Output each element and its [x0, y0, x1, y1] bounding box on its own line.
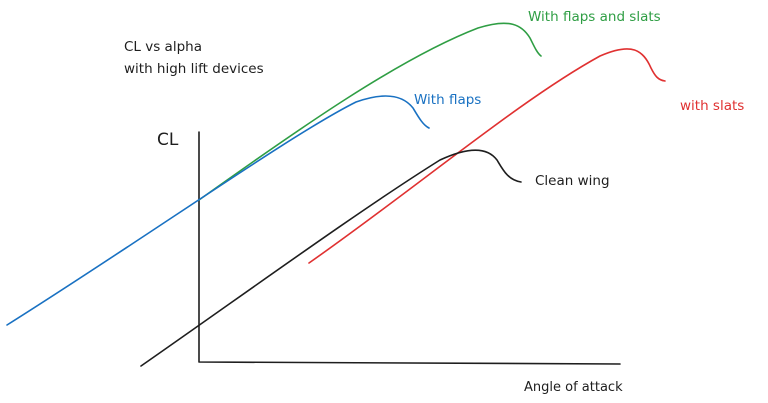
label-slats: with slats: [680, 98, 744, 114]
label-flaps: With flaps: [414, 92, 481, 108]
curve-flaps: [6, 95, 430, 326]
axes-lines: [198, 131, 621, 365]
label-clean: Clean wing: [535, 173, 610, 189]
title-line-2: with high lift devices: [124, 61, 264, 77]
x-axis-label: Angle of attack: [524, 380, 623, 395]
title-line-1: CL vs alpha: [124, 39, 202, 55]
curve-flaps-slats: [198, 22, 542, 201]
y-axis-label: CL: [157, 130, 179, 150]
curve-clean: [140, 149, 522, 367]
curve-slats: [308, 48, 666, 264]
label-flaps-slats: With flaps and slats: [528, 9, 661, 25]
